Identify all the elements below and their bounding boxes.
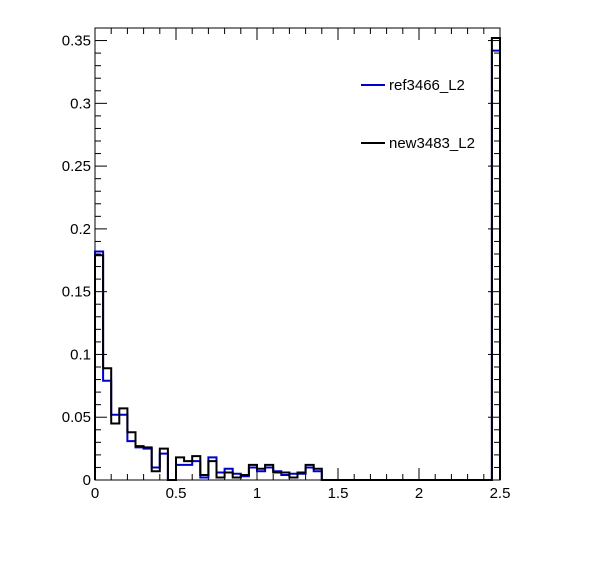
y-tick-label: 0.1 — [70, 346, 91, 363]
x-tick-label: 1.5 — [328, 485, 349, 502]
y-tick-label: 0 — [83, 472, 91, 489]
series-layer — [94, 37, 501, 481]
y-tick-label: 0.15 — [62, 284, 91, 301]
x-tick-label: 2 — [415, 485, 423, 502]
y-tick-label: 0.3 — [70, 95, 91, 112]
y-tick-label: 0.2 — [70, 221, 91, 238]
plot-frame — [94, 27, 501, 481]
legend-label-ref: ref3466_L2 — [389, 77, 465, 94]
x-tick-label: 1 — [253, 485, 261, 502]
x-tick-label: 0.5 — [166, 485, 187, 502]
histogram-series-0 — [94, 49, 501, 481]
y-tick-label: 0.35 — [62, 33, 91, 50]
x-tick-label: 0 — [91, 485, 99, 502]
legend: ref3466_L2 new3483_L2 — [361, 77, 475, 152]
x-tick-label: 2.5 — [490, 485, 511, 502]
legend-label-new: new3483_L2 — [389, 135, 475, 152]
y-tick-label: 0.05 — [62, 409, 91, 426]
x-axis-ticks: 0 0.5 1 1.5 2 2.5 — [91, 28, 511, 502]
y-tick-label: 0.25 — [62, 158, 91, 175]
histogram-series-1 — [94, 37, 501, 481]
